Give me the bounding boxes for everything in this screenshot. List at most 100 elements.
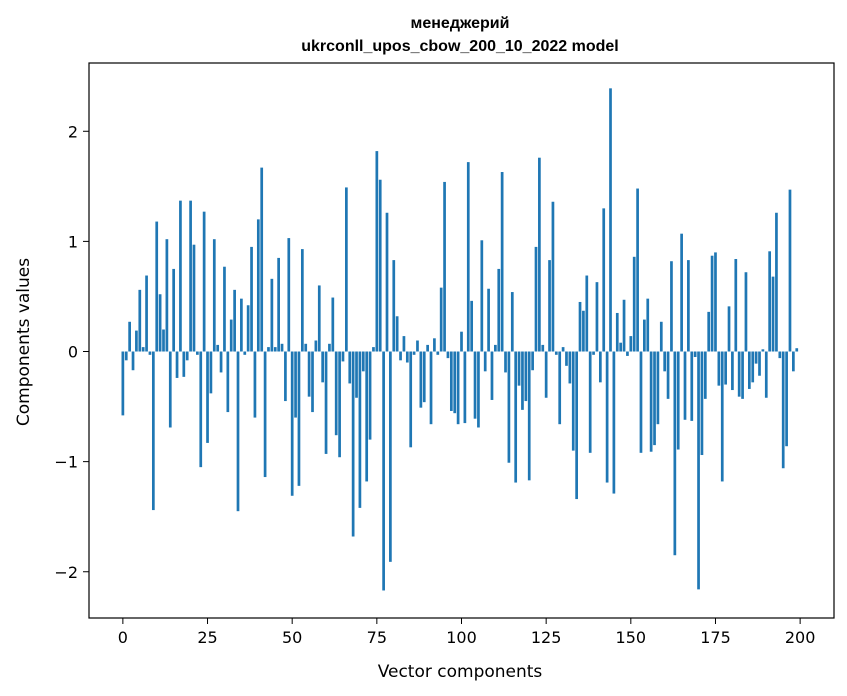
bar-103 <box>470 300 474 352</box>
bar-80 <box>392 260 396 352</box>
bar-120 <box>527 351 531 481</box>
bar-156 <box>649 351 653 452</box>
bar-51 <box>294 351 297 418</box>
bar-174 <box>710 255 714 352</box>
bar-122 <box>534 246 538 352</box>
bar-133 <box>571 351 575 451</box>
bar-118 <box>521 351 524 410</box>
bar-43 <box>267 347 270 352</box>
bar-27 <box>212 239 216 352</box>
bar-9 <box>151 351 155 511</box>
bar-44 <box>270 278 274 352</box>
bar-127 <box>551 201 555 352</box>
bar-32 <box>229 319 233 352</box>
bar-188 <box>758 351 761 376</box>
bar-130 <box>561 347 565 352</box>
bar-98 <box>453 351 457 414</box>
bar-168 <box>690 351 694 421</box>
bar-107 <box>483 351 487 372</box>
bar-90 <box>426 344 429 352</box>
bar-161 <box>666 351 670 399</box>
bar-72 <box>365 351 369 482</box>
bar-100 <box>460 331 463 352</box>
bar-164 <box>676 351 680 450</box>
x-axis-ticks: 0 25 50 75 100 125 150 175 200 <box>118 618 816 647</box>
bar-136 <box>582 310 585 352</box>
bar-145 <box>612 351 616 494</box>
bar-166 <box>683 351 687 420</box>
bar-106 <box>480 240 484 352</box>
chart-title-line-2: ukrconll_upos_cbow_200_10_2022 model <box>301 38 618 55</box>
bar-19 <box>185 351 189 361</box>
bar-75 <box>375 151 379 352</box>
bar-46 <box>277 257 280 352</box>
bar-146 <box>615 312 619 352</box>
bar-73 <box>368 351 372 440</box>
y-tick-label: 2 <box>68 122 78 141</box>
bar-1 <box>124 351 128 361</box>
bar-77 <box>382 351 385 591</box>
bar-76 <box>378 179 382 352</box>
bar-47 <box>280 343 284 352</box>
bar-139 <box>592 351 595 355</box>
bar-176 <box>717 351 721 386</box>
bar-39 <box>253 351 257 418</box>
bar-142 <box>602 208 606 352</box>
bar-116 <box>514 351 518 483</box>
bar-124 <box>541 344 545 352</box>
bar-171 <box>700 351 704 456</box>
bar-101 <box>463 351 467 424</box>
bar-55 <box>307 351 311 397</box>
bar-153 <box>639 351 643 453</box>
bar-97 <box>449 351 453 411</box>
chart-title: менеджерий ukrconll_upos_cbow_200_10_202… <box>301 15 618 55</box>
bar-53 <box>300 249 304 352</box>
bar-140 <box>595 282 599 352</box>
bar-59 <box>321 351 325 383</box>
y-axis-label: Components values <box>14 258 34 426</box>
bar-158 <box>656 351 660 425</box>
bar-40 <box>256 219 260 352</box>
bar-37 <box>246 305 250 352</box>
bar-23 <box>199 351 203 468</box>
bar-95 <box>443 181 446 352</box>
bar-195 <box>781 351 785 469</box>
bar-60 <box>324 351 328 454</box>
bar-117 <box>517 351 521 386</box>
x-tick-label: 200 <box>785 628 816 647</box>
bar-14 <box>168 351 172 428</box>
bar-71 <box>361 351 365 372</box>
bar-48 <box>284 351 287 402</box>
bar-109 <box>490 351 494 400</box>
bar-137 <box>585 275 589 352</box>
bar-180 <box>731 351 734 391</box>
bar-167 <box>687 260 690 352</box>
bar-26 <box>209 351 213 394</box>
bar-66 <box>345 187 348 352</box>
bar-93 <box>436 351 440 355</box>
y-tick-label: −2 <box>54 563 78 582</box>
bar-70 <box>358 351 362 508</box>
bar-197 <box>788 189 792 352</box>
bar-50 <box>290 351 294 496</box>
bar-35 <box>240 298 243 352</box>
bar-49 <box>287 238 291 352</box>
x-tick-label: 150 <box>616 628 647 647</box>
x-tick-label: 175 <box>700 628 731 647</box>
bar-62 <box>331 297 335 352</box>
bar-12 <box>162 329 165 352</box>
bar-138 <box>588 351 592 453</box>
bar-199 <box>795 348 799 352</box>
bar-42 <box>263 351 267 478</box>
bar-150 <box>629 336 633 352</box>
bar-185 <box>747 351 751 389</box>
bar-126 <box>548 260 551 352</box>
y-tick-label: 1 <box>68 232 78 251</box>
bar-94 <box>439 287 443 352</box>
bar-163 <box>673 351 677 556</box>
bar-87 <box>416 340 419 352</box>
bar-38 <box>250 246 253 352</box>
y-tick-label: 0 <box>68 343 78 362</box>
bar-177 <box>720 351 724 482</box>
